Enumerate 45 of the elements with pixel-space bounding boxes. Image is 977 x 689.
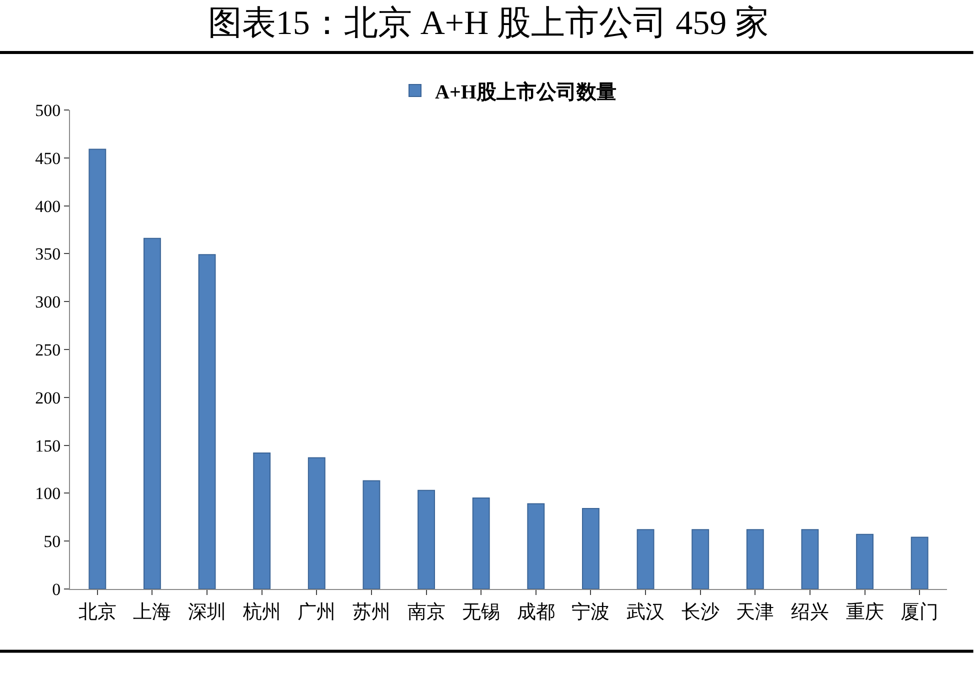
- bar: [472, 497, 490, 589]
- x-tick-label: 重庆: [846, 600, 884, 623]
- x-tick-label: 武汉: [626, 602, 665, 623]
- y-tick-label: 350: [35, 244, 61, 264]
- legend-label: A+H股上市公司数量: [435, 80, 616, 104]
- bar: [527, 503, 545, 589]
- x-tick-label: 成都: [516, 602, 555, 623]
- bar: [253, 452, 271, 589]
- x-tick-label: 厦门: [900, 600, 939, 623]
- bar: [308, 457, 326, 589]
- bar: [636, 529, 654, 589]
- y-tick-label: 400: [35, 196, 61, 216]
- x-tick-label: 苏州: [352, 602, 390, 623]
- y-tick-label: 150: [35, 436, 61, 456]
- bar: [910, 536, 928, 589]
- x-tick-label: 绍兴: [790, 602, 829, 623]
- bar: [88, 148, 106, 589]
- y-tick-label: 100: [35, 484, 61, 504]
- bar: [801, 529, 819, 589]
- x-tick-label: 上海: [133, 602, 172, 623]
- bar: [198, 254, 216, 589]
- x-tick-label: 南京: [407, 600, 446, 623]
- bar: [856, 534, 874, 589]
- bar: [144, 238, 161, 589]
- bar: [418, 490, 435, 589]
- bar: [692, 529, 710, 589]
- bar: [362, 480, 380, 589]
- x-tick-label: 宁波: [572, 600, 610, 623]
- x-tick-label: 天津: [736, 602, 774, 623]
- x-tick-label: 杭州: [242, 602, 281, 623]
- x-tick-label: 广州: [298, 600, 336, 623]
- y-tick-label: 300: [35, 292, 61, 312]
- y-tick-label: 250: [35, 340, 61, 360]
- y-tick-label: 450: [35, 148, 61, 168]
- y-tick-label: 0: [52, 580, 61, 599]
- x-tick-label: 北京: [78, 600, 116, 623]
- bar: [746, 529, 764, 589]
- x-tick-label: 无锡: [462, 602, 500, 623]
- x-tick-label: 深圳: [188, 602, 226, 623]
- y-tick-label: 500: [35, 100, 61, 120]
- y-tick-label: 200: [35, 388, 61, 408]
- chart-title: 图表15：北京 A+H 股上市公司 459 家: [208, 5, 770, 42]
- y-tick-label: 50: [44, 532, 61, 552]
- bar: [582, 508, 600, 589]
- x-tick-label: 长沙: [681, 602, 720, 623]
